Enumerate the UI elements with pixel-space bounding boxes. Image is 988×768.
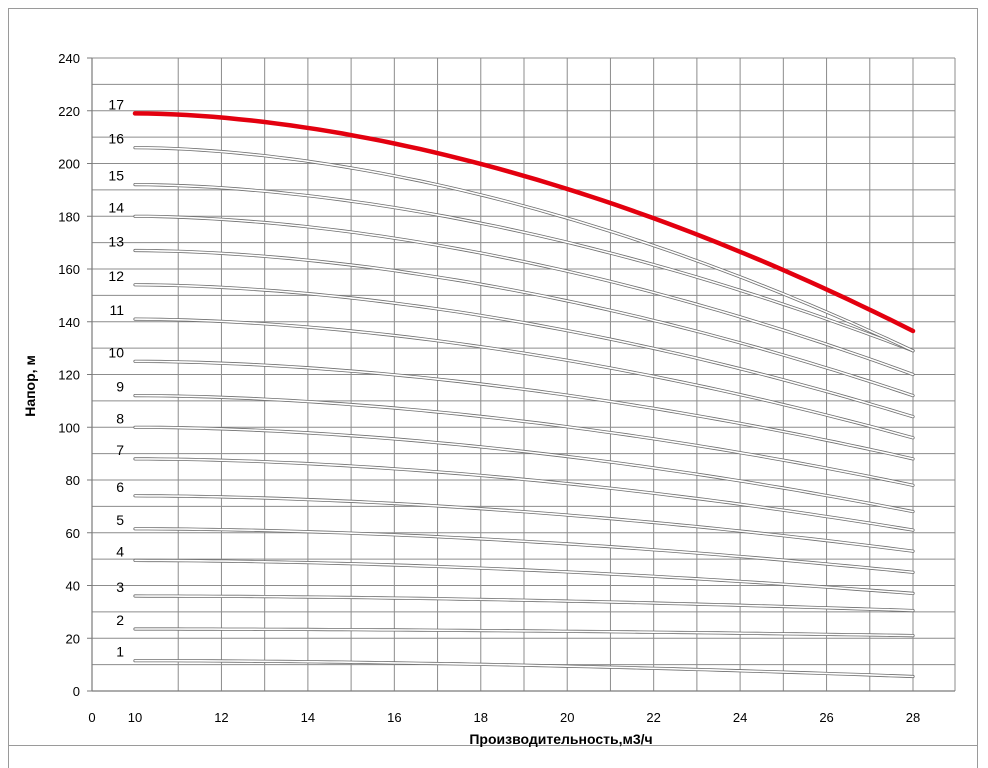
series-line-7 (134, 458, 914, 531)
series-label-9: 9 (116, 379, 124, 395)
y-tick-label: 220 (58, 104, 80, 119)
y-tick-label: 60 (66, 526, 80, 541)
y-tick-label: 140 (58, 315, 80, 330)
x-tick-label: 18 (474, 710, 488, 725)
series-line-5 (134, 528, 914, 574)
grid (91, 57, 956, 691)
x-axis-title: Производительность,м3/ч (469, 731, 652, 747)
x-tick-label: 12 (214, 710, 228, 725)
series-label-13: 13 (108, 234, 124, 250)
series-label-7: 7 (116, 442, 124, 458)
series-label-4: 4 (116, 543, 124, 559)
series-line-6 (134, 495, 914, 552)
series-label-5: 5 (116, 512, 124, 528)
series-line-8 (134, 426, 914, 513)
y-tick-label: 0 (73, 684, 80, 699)
frame-divider (8, 745, 978, 746)
y-tick-label: 80 (66, 473, 80, 488)
y-tick-label: 40 (66, 579, 80, 594)
series-line-4 (134, 559, 914, 595)
series-label-2: 2 (116, 612, 124, 628)
y-tick-label: 160 (58, 262, 80, 277)
series-line-15 (134, 183, 914, 352)
y-tick-label: 120 (58, 368, 80, 383)
series-label-12: 12 (108, 268, 124, 284)
series-label-8: 8 (116, 410, 124, 426)
series-lines (132, 111, 916, 679)
series-label-3: 3 (116, 579, 124, 595)
y-tick-label: 180 (58, 209, 80, 224)
series-label-6: 6 (116, 479, 124, 495)
series-label-16: 16 (108, 131, 124, 147)
x-tick-label: 10 (128, 710, 142, 725)
series-line-3 (134, 595, 914, 612)
series-line-1 (134, 659, 914, 678)
series-line-12 (134, 284, 914, 418)
chart-frame (8, 8, 978, 768)
x-tick-label: 14 (301, 710, 315, 725)
y-tick-label: 100 (58, 420, 80, 435)
series-label-1: 1 (116, 644, 124, 660)
x-tick-label: 24 (733, 710, 747, 725)
x-tick-label: 26 (819, 710, 833, 725)
x-tick-label: 16 (387, 710, 401, 725)
y-tick-label: 200 (58, 157, 80, 172)
series-line-11 (134, 318, 914, 439)
series-line-9 (134, 394, 914, 487)
series-label-10: 10 (108, 344, 124, 360)
x-tick-label: 28 (906, 710, 920, 725)
series-line-17 (132, 111, 916, 334)
x-tick-label: 22 (646, 710, 660, 725)
y-tick-label: 240 (58, 51, 80, 66)
x-tick-label: 0 (88, 710, 95, 725)
series-label-17: 17 (108, 96, 124, 112)
series-label-15: 15 (108, 168, 124, 184)
series-line-2 (134, 628, 914, 637)
series-label-11: 11 (109, 302, 124, 318)
series-label-14: 14 (108, 199, 124, 215)
series-line-10 (134, 360, 914, 460)
series-line-14 (134, 215, 914, 376)
series-line-13 (134, 249, 914, 397)
y-tick-label: 20 (66, 631, 80, 646)
x-tick-label: 20 (560, 710, 574, 725)
y-axis-title: Напор, м (22, 355, 38, 417)
series-line-16 (134, 146, 914, 352)
